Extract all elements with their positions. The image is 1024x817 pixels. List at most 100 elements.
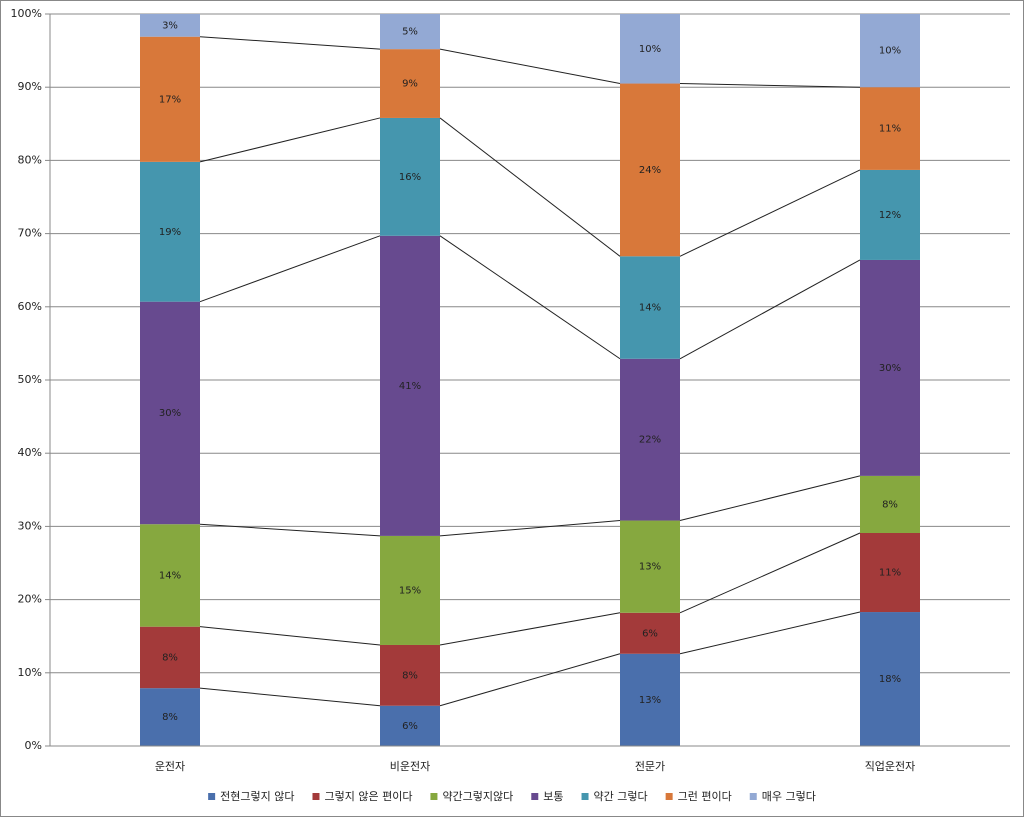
bar-segment [620, 256, 680, 359]
bar-segment [620, 14, 680, 84]
value-label: 30% [879, 363, 901, 374]
value-label: 12% [879, 210, 901, 221]
legend-label: 매우 그렇다 [762, 790, 816, 803]
series-line [679, 259, 861, 360]
series-line [679, 83, 861, 88]
value-label: 13% [639, 695, 661, 706]
series-line [199, 235, 381, 303]
series-line [439, 48, 621, 85]
legend-label: 그렇지 않은 편이다 [324, 790, 412, 803]
series-line [679, 169, 861, 257]
value-label: 30% [159, 408, 181, 419]
value-label: 16% [399, 172, 421, 183]
bar-segment [140, 524, 200, 627]
value-label: 11% [879, 124, 901, 135]
bar-segment [380, 705, 440, 746]
series-line [439, 653, 621, 707]
series-line [199, 117, 381, 163]
value-label: 15% [399, 585, 421, 596]
value-label: 10% [879, 46, 901, 57]
legend-swatch [430, 793, 438, 800]
bar-segment [860, 169, 920, 260]
value-label: 6% [642, 628, 658, 639]
value-label: 19% [159, 227, 181, 238]
value-label: 17% [159, 94, 181, 105]
y-tick-label: 80% [18, 153, 42, 166]
legend-label: 약간그렇지않다 [442, 789, 513, 803]
bar-segment [380, 644, 440, 706]
legend-swatch [208, 793, 216, 800]
series-line [679, 532, 861, 614]
series-line [439, 612, 621, 646]
series-line [199, 687, 381, 707]
bar-segment [380, 535, 440, 645]
y-tick-label: 0% [25, 739, 42, 752]
y-tick-label: 10% [18, 666, 42, 679]
legend-swatch [581, 793, 589, 800]
value-label: 5% [402, 27, 418, 38]
bar-segment [860, 612, 920, 746]
x-tick-label: 직업운전자 [865, 760, 916, 773]
bar-segment [140, 36, 200, 162]
value-label: 41% [399, 381, 421, 392]
legend-swatch [665, 793, 673, 800]
bar-segment [140, 688, 200, 746]
legend-swatch [749, 793, 757, 800]
legend-swatch [312, 793, 320, 800]
bar-segment [620, 653, 680, 746]
series-line [199, 36, 381, 50]
y-tick-label: 40% [18, 446, 42, 459]
value-label: 8% [402, 670, 418, 681]
series-line [679, 475, 861, 522]
y-tick-label: 70% [18, 227, 42, 240]
bar-segment [380, 14, 440, 50]
value-label: 14% [639, 303, 661, 314]
y-tick-label: 100% [11, 7, 42, 20]
legend-label: 그런 편이다 [678, 790, 732, 803]
value-label: 14% [159, 570, 181, 581]
legend-label: 보통 [543, 790, 563, 803]
bar-segment [620, 520, 680, 613]
series-line [439, 117, 621, 257]
value-label: 8% [882, 499, 898, 510]
bar-segment [620, 612, 680, 654]
legend-label: 전현그렇지 않다 [220, 790, 294, 803]
value-label: 24% [639, 165, 661, 176]
value-label: 6% [402, 721, 418, 732]
series-line [439, 235, 621, 360]
y-tick-label: 60% [18, 300, 42, 313]
value-label: 18% [879, 674, 901, 685]
value-label: 22% [639, 435, 661, 446]
value-label: 8% [162, 652, 178, 663]
series-line [679, 611, 861, 655]
bar-segment [620, 358, 680, 521]
value-label: 10% [639, 44, 661, 55]
legend-swatch [531, 793, 539, 800]
x-tick-label: 운전자 [155, 760, 185, 773]
bar-segment [140, 14, 200, 37]
bar-segment [860, 14, 920, 88]
y-tick-label: 30% [18, 519, 42, 532]
series-line [199, 523, 381, 537]
bar-segment [380, 235, 440, 536]
bar-segment [380, 117, 440, 236]
value-label: 9% [402, 79, 418, 90]
value-label: 8% [162, 712, 178, 723]
bar-segment [380, 49, 440, 118]
value-label: 13% [639, 562, 661, 573]
value-label: 3% [162, 20, 178, 31]
bar-segment [140, 626, 200, 689]
y-tick-label: 50% [18, 373, 42, 386]
y-tick-label: 20% [18, 593, 42, 606]
series-line [199, 626, 381, 646]
series-line [439, 520, 621, 537]
bar-segment [620, 83, 680, 257]
x-tick-label: 비운전자 [390, 760, 430, 773]
bar-segment [860, 532, 920, 613]
bar-segment [140, 161, 200, 302]
legend-label: 약간 그렇다 [594, 789, 648, 803]
bar-segment [860, 475, 920, 533]
x-tick-label: 전문가 [635, 760, 665, 773]
bar-segment [140, 301, 200, 525]
